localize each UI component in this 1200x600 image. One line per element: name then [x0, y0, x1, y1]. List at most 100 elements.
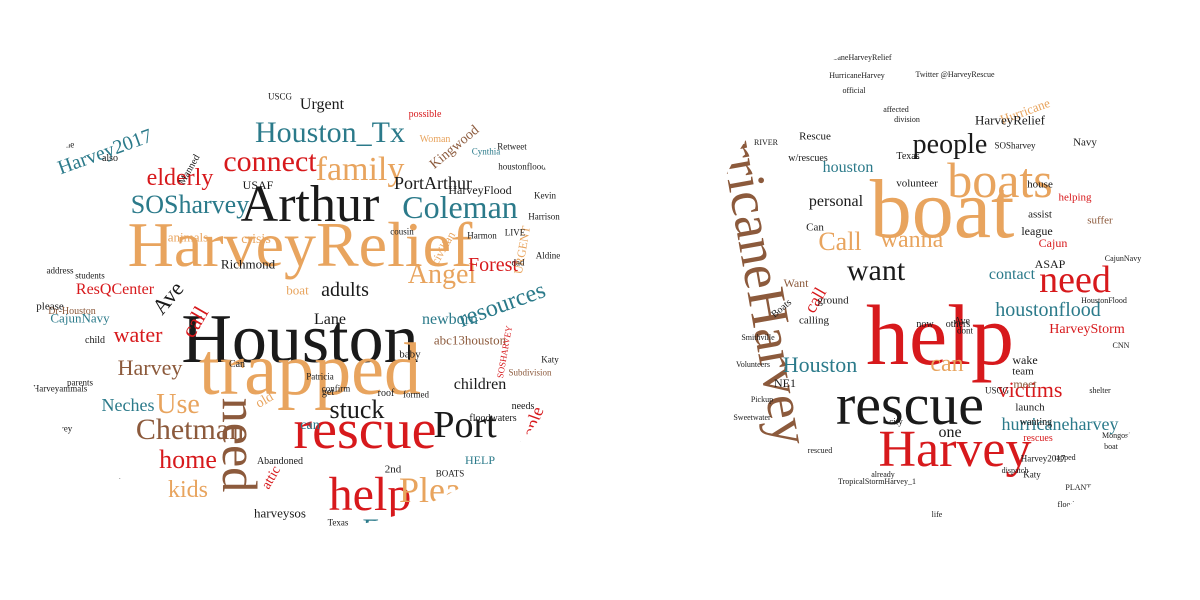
- cloud-word: LIVE: [504, 227, 526, 238]
- cloud-word: Family: [362, 513, 448, 531]
- cloud-word: hurricaneharvey: [1001, 414, 1119, 434]
- cloud-word: shelter: [1089, 386, 1111, 395]
- cloud-word: flood: [1057, 500, 1075, 509]
- cloud-word: ASAP: [1034, 257, 1066, 271]
- cloud-word: HoustonFlood: [1081, 296, 1127, 305]
- cloud-word: Please: [399, 470, 491, 510]
- cloud-word: need: [1039, 259, 1111, 301]
- cloud-word: HurricaneHarvey: [829, 71, 885, 80]
- cloud-word: Angel: [407, 259, 477, 290]
- cloud-word: dispatch: [1001, 466, 1029, 475]
- cloud-word: Can: [806, 221, 824, 234]
- cloud-word: division: [894, 115, 920, 124]
- cloud-word: Dr-Houston: [48, 306, 96, 317]
- cloud-word: houstonflood: [995, 299, 1101, 321]
- cloud-word: HarveyFlood: [448, 183, 512, 197]
- cloud-word: Use: [156, 389, 200, 420]
- cloud-word: Arthur: [240, 176, 380, 233]
- cloud-word: adults: [321, 279, 369, 301]
- cloud-word: launch: [1015, 401, 1045, 414]
- cloud-word: contact: [988, 266, 1036, 283]
- cloud-word: Cajun: [1038, 236, 1068, 250]
- cloud-word: boat: [286, 282, 309, 298]
- cloud-word: stuck: [329, 395, 385, 424]
- cloud-word: Houston: [782, 352, 858, 377]
- cloud-word: tapped: [1054, 453, 1076, 462]
- cloud-word: address: [46, 265, 74, 276]
- cloud-word: personal: [808, 193, 864, 210]
- cloud-word: HarveyStorm: [1049, 322, 1125, 337]
- cloud-word: parents: [67, 377, 93, 388]
- cloud-word: family: [315, 151, 405, 188]
- cloud-word: suffer: [1087, 214, 1113, 227]
- cloud-word: Patricia: [306, 371, 334, 382]
- cloud-word: want: [846, 254, 906, 287]
- word-cloud-right: boat help HurricaneHarvey rescue Harvey boats…: [700, 35, 1165, 555]
- cloud-word: Coleman: [402, 189, 518, 225]
- cloud-word: Pickup: [750, 395, 774, 404]
- cloud-word: child: [85, 335, 105, 346]
- cloud-word: houstonflood: [498, 161, 546, 172]
- cloud-word: rescue: [293, 399, 437, 461]
- cloud-word: RIVER: [754, 138, 778, 147]
- cloud-word: boat: [869, 163, 1015, 256]
- cloud-word: USCG: [984, 385, 1010, 396]
- cloud-word: Houston: [181, 301, 419, 378]
- cloud-word: houston: [822, 159, 874, 176]
- cloud-word: Ave: [954, 316, 970, 327]
- cloud-word: Mom: [520, 439, 540, 450]
- cloud-word: assist: [1028, 208, 1052, 221]
- cloud-word: Kevin: [534, 190, 556, 201]
- cloud-word: possible: [408, 109, 442, 120]
- cloud-word: Sheriff_HCSO: [480, 481, 540, 492]
- cloud-word: Harvey2017: [1020, 453, 1066, 464]
- cloud-word: victims: [997, 377, 1063, 402]
- cloud-word: home: [159, 445, 217, 474]
- cloud-word: people: [912, 129, 988, 160]
- cloud-word: rescued: [807, 446, 833, 455]
- cloud-word: Volunteers: [735, 360, 771, 369]
- cloud-word: Twitter @HarveyRescue: [915, 70, 995, 79]
- cloud-word: needs: [511, 401, 535, 412]
- cloud-word: can: [930, 351, 964, 377]
- cloud-word: BOATS: [435, 468, 465, 479]
- cloud-word: Monitored: [490, 500, 550, 515]
- cloud-word: ground: [817, 294, 849, 307]
- cloud-word: meet: [1013, 377, 1037, 391]
- cloud-word: Want: [783, 276, 809, 290]
- cloud-word: floodwaters: [469, 413, 517, 424]
- cloud-word: Cynthia: [471, 146, 501, 157]
- cloud-word: elderly: [146, 165, 214, 191]
- cloud-word: Richmond: [220, 256, 276, 272]
- cloud-word: helping: [1058, 191, 1092, 204]
- cloud-word: now: [916, 319, 934, 330]
- cloud-word: official: [842, 86, 866, 95]
- cloud-word: PEOPLE: [507, 466, 545, 477]
- cloud-word: USCG: [267, 91, 293, 102]
- cloud-word: affected: [883, 105, 909, 114]
- cloud-word: students: [75, 270, 105, 281]
- cloud-word: Retweet: [497, 141, 527, 152]
- cloud-word: HarveyRelief: [127, 209, 473, 280]
- cloud-word: please: [36, 300, 64, 313]
- cloud-word: Lane: [314, 311, 346, 328]
- cloud-word: children: [453, 376, 507, 393]
- cloud-word: Mongosia: [1102, 431, 1134, 440]
- cloud-word: 2nd: [384, 463, 402, 476]
- cloud-word: already: [871, 470, 895, 479]
- cloud-word: Katy: [541, 354, 559, 365]
- cloud-word: ResQCenter: [75, 281, 155, 298]
- cloud-word: get: [321, 387, 335, 398]
- cloud-word: CajunNavy: [50, 310, 110, 326]
- cloud-word: Katy: [1023, 469, 1041, 480]
- cloud-word: Urgent: [299, 96, 345, 113]
- cloud-word: Forest: [468, 254, 518, 276]
- cloud-word: roof: [377, 388, 395, 399]
- cloud-word: life: [931, 510, 943, 519]
- cloud-word: kids: [167, 477, 209, 503]
- cloud-word: Meadow: [54, 457, 86, 468]
- cloud-word: PLANTATION: [1065, 483, 1115, 492]
- cloud-word: also: [101, 153, 119, 164]
- cloud-word: SOSharvey: [994, 140, 1036, 151]
- cloud-word: connect: [223, 145, 317, 178]
